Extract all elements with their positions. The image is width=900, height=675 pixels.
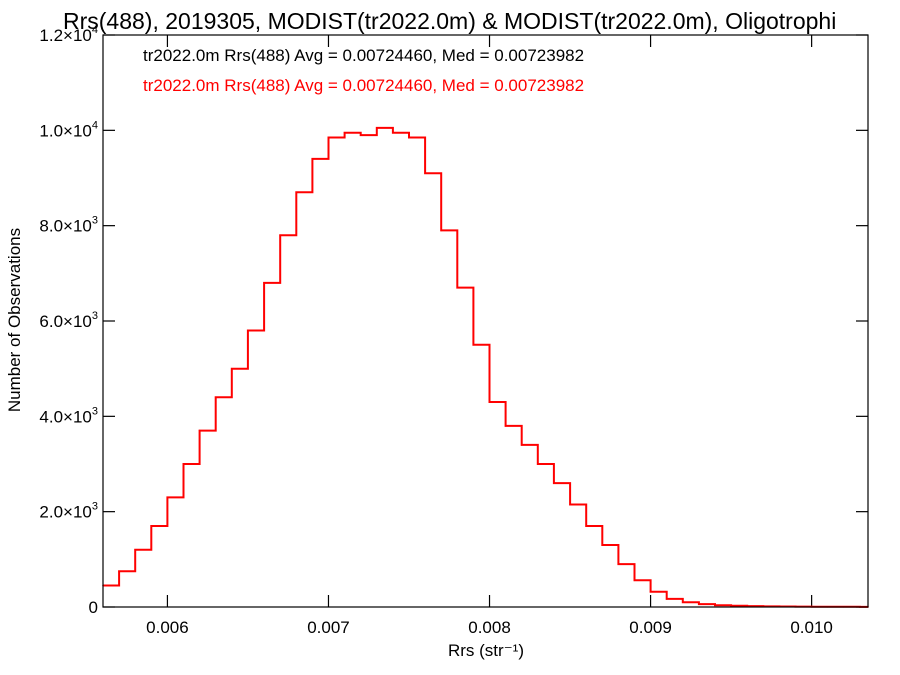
histogram-point: [537, 463, 539, 465]
y-tick-label: 0: [89, 598, 98, 617]
x-tick-label: 0.008: [468, 618, 511, 637]
histogram-point: [359, 134, 362, 136]
histogram-point: [134, 549, 136, 551]
histogram-point: [279, 234, 282, 236]
y-tick-label: 4.0×103: [39, 405, 98, 426]
y-tick-label: 6.0×103: [39, 310, 98, 331]
y-tick-label: 8.0×103: [39, 215, 98, 236]
y-tick-label: 2.0×103: [39, 501, 98, 522]
histogram-point: [488, 401, 491, 403]
histogram-point: [730, 605, 732, 607]
histogram-point: [617, 563, 620, 565]
histogram-point: [633, 579, 636, 582]
histogram-point: [198, 429, 201, 432]
chart-title: Rrs(488), 2019305, MODIST(tr2022.0m) & M…: [63, 8, 836, 34]
histogram-point: [247, 329, 249, 332]
histogram-point: [424, 172, 426, 174]
y-tick-label: 1.2×104: [39, 24, 98, 45]
y-axis-label: Number of Observations: [5, 228, 24, 412]
histogram-point: [440, 229, 443, 232]
legend-annotation-black: tr2022.0m Rrs(488) Avg = 0.00724460, Med…: [143, 46, 584, 65]
histogram-point: [263, 282, 265, 284]
legend-annotation-red: tr2022.0m Rrs(488) Avg = 0.00724460, Med…: [143, 76, 584, 95]
histogram-point: [553, 482, 555, 484]
y-tick-label: 1.0×104: [39, 119, 98, 140]
x-tick-label: 0.007: [307, 618, 350, 637]
histogram-point: [504, 425, 507, 427]
histogram-point: [456, 286, 459, 289]
plot-frame: [102, 34, 869, 608]
histogram-point: [392, 131, 394, 134]
histogram-point: [214, 396, 217, 399]
histogram-point: [182, 463, 185, 465]
histogram-point: [311, 158, 314, 160]
histogram-point: [520, 444, 523, 446]
histogram-point: [601, 544, 604, 546]
histogram-point: [150, 525, 153, 527]
histogram-point: [682, 601, 684, 603]
histogram-point: [327, 136, 330, 139]
histogram-point: [231, 367, 233, 370]
histogram-point: [472, 344, 475, 346]
histogram-point: [698, 603, 700, 605]
x-tick-label: 0.009: [629, 618, 672, 637]
x-axis-label: Rrs (str⁻¹): [448, 641, 524, 660]
histogram-point: [585, 525, 587, 527]
histogram-point: [343, 131, 346, 134]
histogram-point: [649, 590, 652, 593]
x-tick-label: 0.006: [146, 618, 189, 637]
histogram-point: [714, 604, 716, 607]
histogram-point: [665, 598, 668, 600]
histogram-point: [408, 136, 410, 139]
histogram-point: [118, 570, 120, 573]
x-tick-label: 0.010: [790, 618, 833, 637]
histogram-point: [569, 503, 571, 506]
histogram-point: [376, 127, 378, 129]
histogram-series-0: [103, 126, 868, 608]
histogram-point: [166, 496, 169, 499]
histogram-point: [295, 191, 298, 194]
